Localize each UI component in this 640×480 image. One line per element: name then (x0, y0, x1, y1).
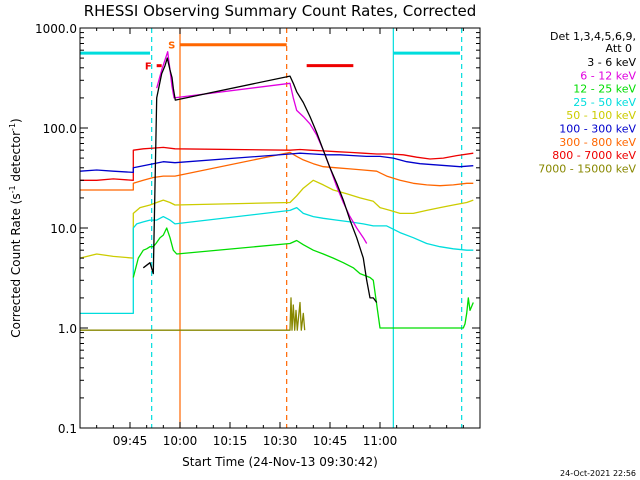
series-line-3-6-keV (142, 57, 378, 303)
legend-entry-2: 12 - 25 keV (573, 83, 636, 96)
x-tick-label-4: 10:45 (313, 434, 348, 448)
y-axis-label: Corrected Count Rate (s-1 detector-1) (8, 118, 23, 337)
x-tick-label-5: 11:00 (363, 434, 398, 448)
legend-entry-1: 6 - 12 keV (580, 69, 636, 82)
x-tick-label-1: 10:00 (163, 434, 198, 448)
legend-entry-3: 25 - 50 keV (573, 96, 636, 109)
y-axis-ticks: 0.1 1.0 10.0 100.0 1000.0 (35, 22, 480, 436)
x-tick-label-2: 10:15 (213, 434, 248, 448)
y-axis-label-part1: Corrected Count Rate (s (9, 193, 23, 337)
series-line-7000-15000-keV (80, 297, 306, 331)
legend-entry-5: 100 - 300 keV (559, 123, 636, 136)
plot-frame (79, 27, 481, 429)
y-tick-label-0: 0.1 (58, 422, 77, 436)
series-line-100-300-keV (79, 152, 474, 174)
series-line-6-12-keV (156, 51, 368, 244)
y-axis-label-part3: ) (9, 118, 23, 123)
y-axis-label-exp1: -1 (8, 185, 17, 193)
x-tick-label-3: 10:30 (263, 434, 298, 448)
series-line-300-800-keV (80, 151, 474, 191)
legend-header-detectors: Det 1,3,4,5,6,9, (550, 30, 636, 43)
data-layer: FS (79, 28, 474, 428)
chart-title: RHESSI Observing Summary Count Rates, Co… (84, 2, 477, 20)
flag-label-1: S (168, 41, 175, 52)
x-axis-ticks: 09:45 10:00 10:15 10:30 10:45 11:00 (79, 28, 481, 448)
flag-label-0: F (145, 62, 152, 73)
legend-entry-4: 50 - 100 keV (566, 109, 636, 122)
y-tick-label-1: 1.0 (58, 322, 77, 336)
legend-entry-7: 800 - 7000 keV (552, 149, 636, 162)
series-line-25-50-keV (80, 206, 474, 315)
generation-timestamp: 24-Oct-2021 22:56 (560, 469, 636, 478)
y-tick-label-3: 100.0 (43, 122, 77, 136)
x-axis-label: Start Time (24-Nov-13 09:30:42) (182, 455, 378, 469)
legend-entry-8: 7000 - 15000 keV (538, 162, 636, 175)
series-line-50-100-keV (79, 179, 474, 259)
legend-entry-0: 3 - 6 keV (587, 56, 636, 69)
y-axis-label-exp2: -1 (8, 123, 17, 131)
legend-entry-6: 300 - 800 keV (559, 136, 636, 149)
y-axis-label-part2: detector (9, 131, 23, 186)
x-tick-label-0: 09:45 (113, 434, 148, 448)
y-tick-label-2: 10.0 (50, 222, 77, 236)
y-tick-label-4: 1000.0 (35, 22, 77, 36)
series-line-800-7000-keV (80, 146, 474, 181)
legend-header-attenuator: Att 0 (606, 42, 632, 55)
